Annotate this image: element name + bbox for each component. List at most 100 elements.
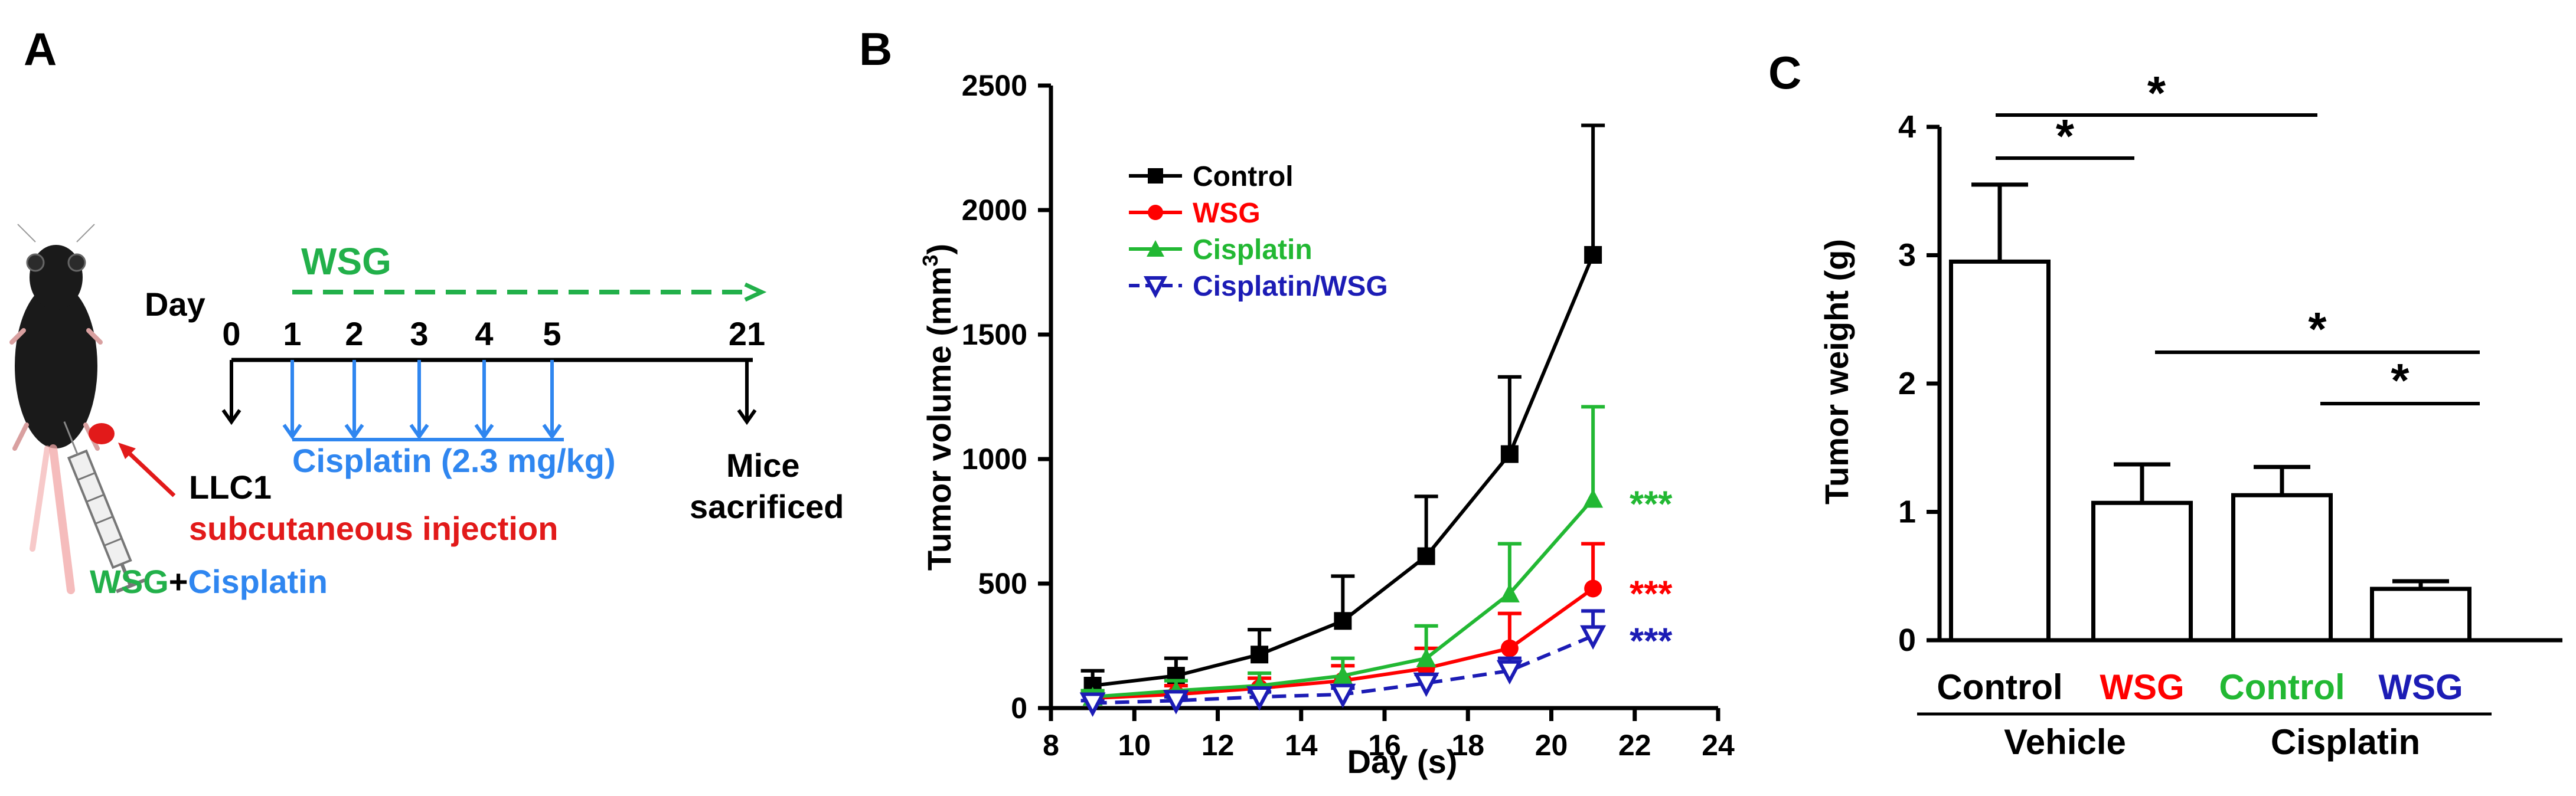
panel-a: A Day 0 1 2 3 4 5 21 xyxy=(9,23,844,600)
data-point xyxy=(1163,690,1189,715)
significance-star: * xyxy=(2391,354,2410,407)
bar-y-axis-label: Tumor weight (g) xyxy=(1818,239,1855,505)
data-point xyxy=(1079,692,1106,717)
x-tick-label: 8 xyxy=(1043,729,1059,762)
arrowhead xyxy=(282,424,302,440)
x-tick-label: 10 xyxy=(1118,729,1151,762)
day-label: 2 xyxy=(345,315,363,352)
mouse-illustration xyxy=(9,224,115,594)
series-cisplatin xyxy=(1080,405,1605,706)
data-point xyxy=(1584,579,1602,598)
llc1-label: LLC1 xyxy=(189,469,272,506)
y-tick-label: 4 xyxy=(1898,109,1916,145)
data-point xyxy=(1417,547,1435,565)
x-tick-label: 12 xyxy=(1202,729,1235,762)
arrowhead xyxy=(737,409,757,425)
tumor-weight-chart: 0 1 2 3 4 Control WSG Control WSG Vehicle Cisplati… xyxy=(1898,67,2562,762)
day-label: 5 xyxy=(543,315,561,352)
y-tick-label: 1500 xyxy=(962,318,1027,351)
bar xyxy=(1949,259,2051,643)
wsg-arrowhead xyxy=(744,282,767,302)
data-point xyxy=(1413,672,1439,697)
significance-star: * xyxy=(2056,110,2075,162)
legend-marker xyxy=(1148,168,1163,184)
data-point xyxy=(1499,583,1520,602)
bar xyxy=(2091,500,2193,643)
panel-a-label: A xyxy=(24,23,57,75)
syringe-icon xyxy=(63,421,146,594)
panel-c: C 0 1 2 3 4 Control WSG Control WSG Vehicle Cispla… xyxy=(1768,47,2562,762)
x-axis-label: Day (s) xyxy=(1347,743,1458,780)
y-axis-label: Tumor volume (mm3) xyxy=(918,244,958,571)
y-tick-label: 2500 xyxy=(962,69,1027,102)
significance-stars: *** xyxy=(1630,621,1673,662)
tumor-volume-chart: 0 500 1000 1500 2000 2500 8 10 12 14 16 18 20 22 24 ***… xyxy=(962,69,1735,762)
legend-plus-text: + xyxy=(169,563,188,600)
day-labels: 0 1 2 3 4 5 21 xyxy=(222,315,765,352)
legend-label: Cisplatin/WSG xyxy=(1193,271,1388,302)
panel-b: B 0 500 1000 1500 2000 2500 8 10 12 14 16 18 20 22 24 *… xyxy=(859,23,1735,780)
category-label: WSG xyxy=(2100,667,2184,707)
arrowhead xyxy=(409,424,429,440)
panel-c-label: C xyxy=(1768,47,1801,99)
day-ticks xyxy=(221,360,757,440)
data-point xyxy=(1500,445,1519,463)
y-tick-label: 2000 xyxy=(962,194,1027,227)
x-tick-label: 18 xyxy=(1451,729,1484,762)
tumor-arrowhead xyxy=(118,443,136,459)
legend-marker xyxy=(1148,205,1163,220)
x-tick-label: 16 xyxy=(1368,729,1401,762)
arrowhead xyxy=(474,424,494,440)
series-control xyxy=(1080,123,1605,695)
category-label: Control xyxy=(2219,667,2345,707)
day-word: Day xyxy=(145,286,205,323)
x-tick-label: 24 xyxy=(1702,729,1735,762)
data-point xyxy=(1496,660,1523,685)
y-tick-label: 0 xyxy=(1898,623,1916,658)
wsg-treatment-label: WSG xyxy=(301,240,391,283)
arrowhead xyxy=(221,409,241,425)
data-point xyxy=(1330,683,1356,709)
bar xyxy=(2370,587,2471,643)
day-label: 3 xyxy=(410,315,428,352)
category-label: Control xyxy=(1937,667,2062,707)
arrowhead xyxy=(542,424,562,440)
group-label: Cisplatin xyxy=(2271,722,2420,762)
series-cisplatin-wsg xyxy=(1079,609,1607,717)
legend-wsg-text: WSG xyxy=(90,563,169,600)
group-label: Vehicle xyxy=(2004,722,2126,762)
data-point xyxy=(1333,666,1353,685)
significance-star: * xyxy=(2147,67,2166,119)
data-point xyxy=(1251,646,1269,664)
x-tick-label: 14 xyxy=(1285,729,1318,762)
data-point xyxy=(1500,639,1519,657)
line-legend: Control WSG Cisplatin Cisplatin/WSG xyxy=(1129,161,1388,302)
data-point xyxy=(1334,612,1352,630)
legend-label: Cisplatin xyxy=(1193,234,1313,266)
y-tick-label: 500 xyxy=(978,567,1027,600)
legend-label: Control xyxy=(1193,161,1294,192)
x-tick-label: 20 xyxy=(1535,729,1568,762)
day-label: 4 xyxy=(475,315,493,352)
bar xyxy=(2231,493,2333,643)
cisplatin-dose-label: Cisplatin (2.3 mg/kg) xyxy=(292,442,616,479)
significance-stars: *** xyxy=(1630,484,1673,525)
day-label: 1 xyxy=(283,315,301,352)
y-tick-label: 3 xyxy=(1898,238,1916,273)
mice-label-1: Mice xyxy=(726,447,800,484)
significance-stars: *** xyxy=(1630,574,1673,614)
y-tick-label: 1 xyxy=(1898,494,1916,530)
y-tick-label: 1000 xyxy=(962,443,1027,476)
panel-b-label: B xyxy=(859,23,892,75)
y-tick-label: 2 xyxy=(1898,366,1916,401)
injection-label: subcutaneous injection xyxy=(189,510,558,547)
legend-cisplatin-text: Cisplatin xyxy=(188,563,327,600)
legend-label: WSG xyxy=(1193,198,1261,229)
data-point xyxy=(1580,625,1607,650)
day-label: 0 xyxy=(222,315,240,352)
data-point xyxy=(1246,686,1273,711)
mice-label-2: sacrificed xyxy=(690,488,844,525)
arrowhead xyxy=(344,424,364,440)
day-label: 21 xyxy=(729,315,765,352)
legend-marker xyxy=(1143,276,1168,299)
